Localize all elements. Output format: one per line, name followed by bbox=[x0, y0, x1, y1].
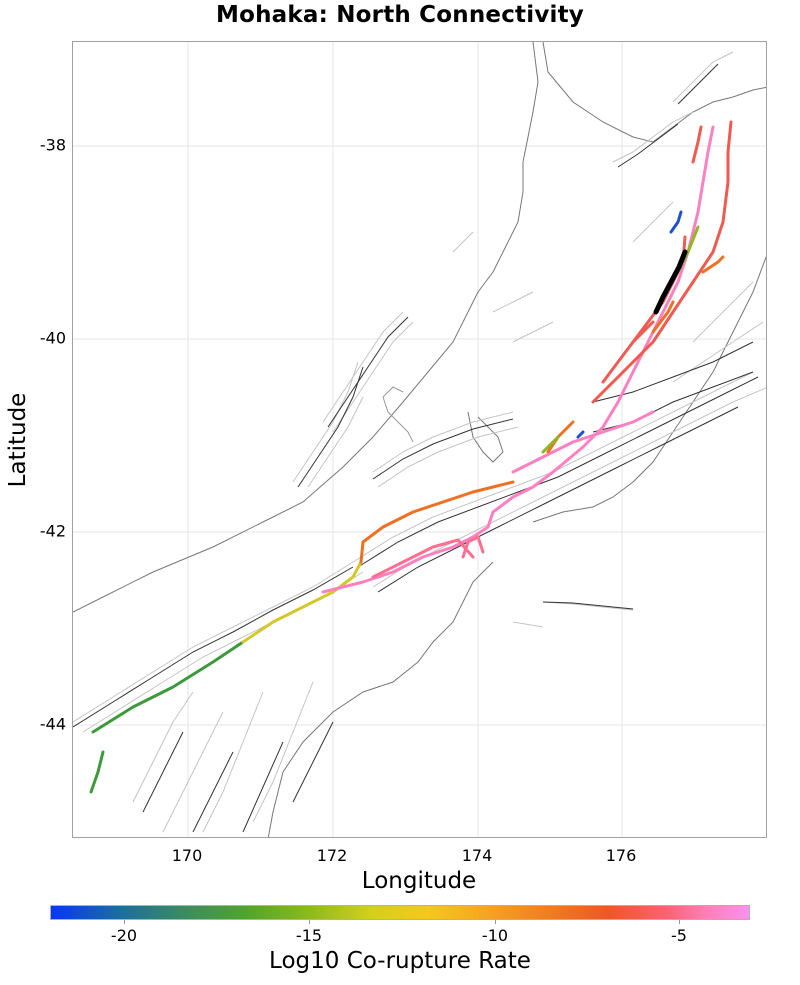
nifs-adjacent-trace bbox=[591, 120, 733, 404]
y-tick-label: -40 bbox=[39, 328, 66, 348]
fault-map bbox=[73, 42, 766, 837]
fault-patches bbox=[73, 51, 766, 833]
colorbar-tick bbox=[495, 920, 496, 924]
colorbar-tick-label: -15 bbox=[295, 926, 323, 945]
colorbar-tick bbox=[679, 920, 680, 924]
colorbar-tick-label: -10 bbox=[481, 926, 509, 945]
y-tick-label: -44 bbox=[39, 714, 66, 734]
fault-traces bbox=[73, 63, 759, 833]
colorbar-title: Log10 Co-rupture Rate bbox=[269, 948, 531, 974]
colorbar-tick-label: -5 bbox=[671, 926, 687, 945]
connector-trace bbox=[359, 480, 515, 564]
x-tick-label: 176 bbox=[605, 846, 637, 865]
co-rupture-traces bbox=[89, 120, 733, 794]
colorbar-tick-label: -20 bbox=[110, 926, 138, 945]
colorbar-tick bbox=[124, 920, 125, 924]
mohaka-north-fault[interactable] bbox=[653, 249, 688, 315]
coastline bbox=[73, 42, 766, 837]
x-tick-label: 172 bbox=[316, 846, 348, 865]
y-tick-label: -38 bbox=[39, 135, 66, 155]
x-tick-label: 170 bbox=[171, 846, 203, 865]
colorbar-tick bbox=[309, 920, 310, 924]
alpine-fault-sw-trace bbox=[91, 640, 245, 734]
y-axis-label: Latitude bbox=[5, 392, 31, 488]
chart-title: Mohaka: North Connectivity bbox=[216, 2, 584, 28]
nifs-main-trace bbox=[321, 125, 715, 594]
colorbar bbox=[50, 905, 750, 920]
x-tick-label: 174 bbox=[461, 846, 493, 865]
y-tick-label: -42 bbox=[39, 521, 66, 541]
x-axis-label: Longitude bbox=[361, 868, 477, 894]
gridlines bbox=[73, 42, 766, 837]
map-plot-area bbox=[72, 41, 767, 838]
alpine-fault-central-trace bbox=[241, 560, 363, 644]
